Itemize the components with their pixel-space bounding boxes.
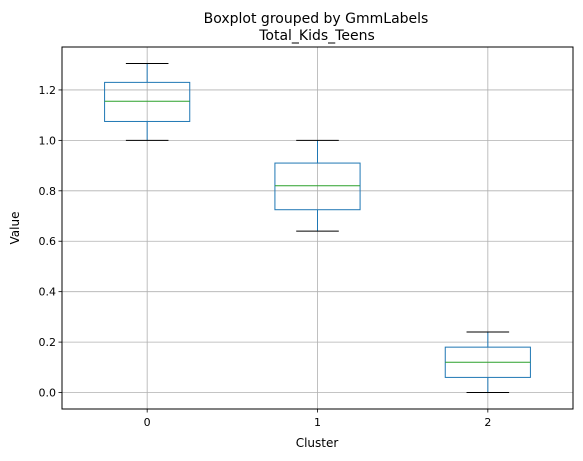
box-2 bbox=[444, 331, 531, 394]
y-tick-label: 0.8 bbox=[39, 185, 57, 198]
box-1 bbox=[274, 139, 361, 232]
axis-ticks: 0.0 0.2 0.4 0.6 0.8 1.0 1.2 0 1 2 bbox=[39, 84, 492, 429]
chart-title: Total_Kids_Teens bbox=[258, 28, 375, 44]
y-tick-label: 0.2 bbox=[39, 336, 57, 349]
x-axis-label: Cluster bbox=[296, 436, 339, 450]
chart-suptitle: Boxplot grouped by GmmLabels bbox=[204, 11, 429, 27]
y-tick-label: 1.2 bbox=[39, 84, 57, 97]
x-tick-label: 0 bbox=[144, 416, 151, 429]
x-tick-label: 2 bbox=[484, 416, 491, 429]
y-tick-label: 0.6 bbox=[39, 235, 57, 248]
box-0 bbox=[104, 62, 191, 141]
box-series bbox=[104, 62, 531, 394]
y-tick-label: 0.0 bbox=[39, 387, 57, 400]
y-axis-label: Value bbox=[8, 212, 22, 245]
iqr-box bbox=[104, 81, 191, 122]
y-tick-label: 1.0 bbox=[39, 134, 57, 147]
x-tick-label: 1 bbox=[314, 416, 321, 429]
y-tick-label: 0.4 bbox=[39, 286, 57, 299]
iqr-box bbox=[274, 162, 361, 211]
